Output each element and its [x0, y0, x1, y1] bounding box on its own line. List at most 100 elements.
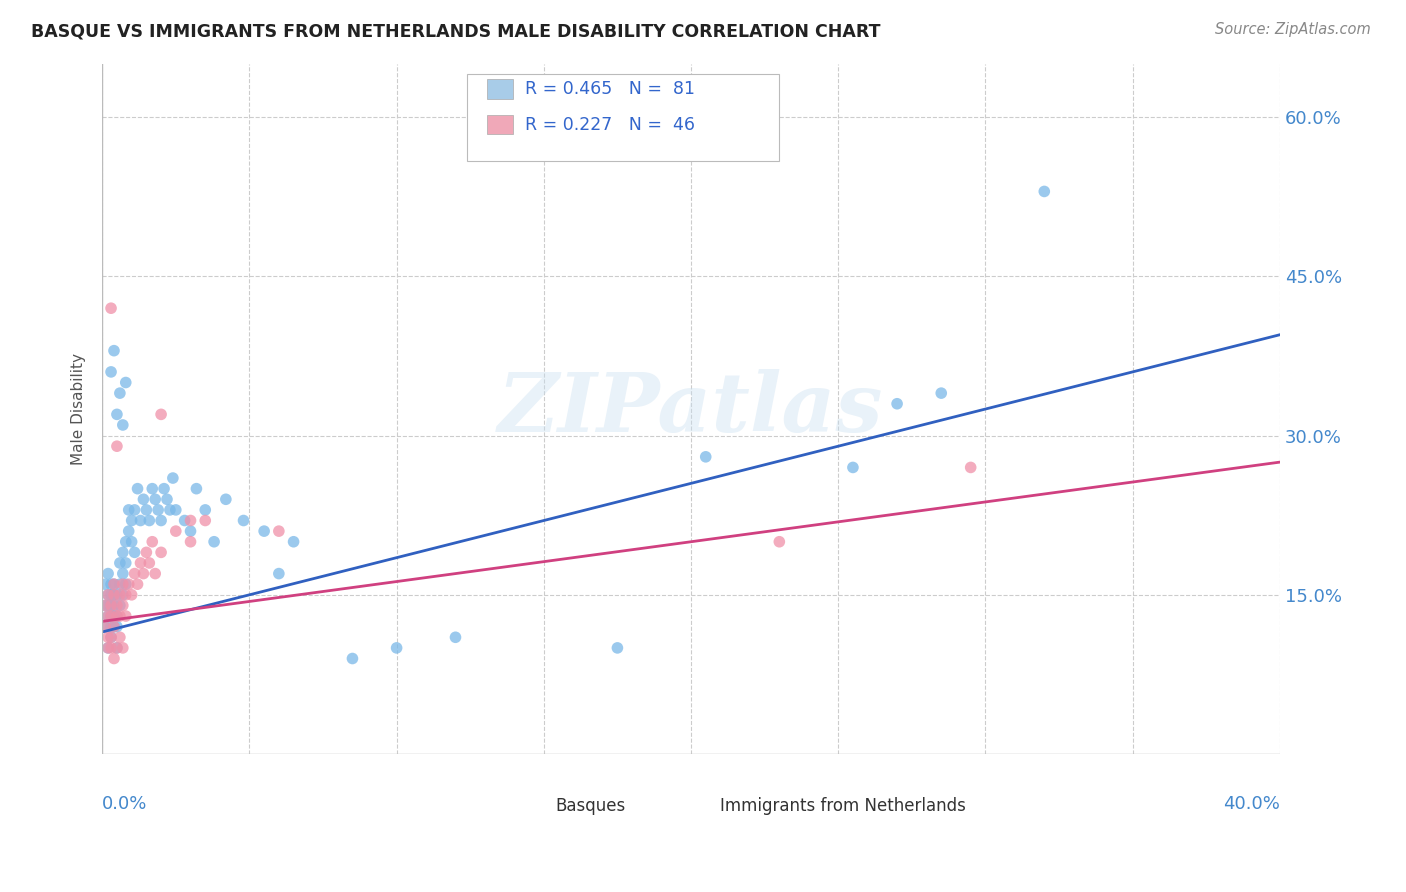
Point: [695, 450, 717, 464]
FancyBboxPatch shape: [488, 115, 513, 135]
Text: BASQUE VS IMMIGRANTS FROM NETHERLANDS MALE DISABILITY CORRELATION CHART: BASQUE VS IMMIGRANTS FROM NETHERLANDS MA…: [31, 22, 880, 40]
Point: [132, 492, 155, 507]
Point: [97, 588, 120, 602]
Point: [153, 482, 176, 496]
Point: [108, 588, 131, 602]
Point: [103, 577, 125, 591]
Point: [97, 609, 120, 624]
Point: [129, 514, 152, 528]
Point: [100, 577, 122, 591]
Point: [768, 534, 790, 549]
Point: [150, 408, 173, 422]
Point: [108, 577, 131, 591]
Point: [159, 503, 181, 517]
Text: Immigrants from Netherlands: Immigrants from Netherlands: [720, 797, 966, 814]
Point: [959, 460, 981, 475]
Point: [118, 503, 141, 517]
Point: [100, 301, 122, 316]
Point: [606, 640, 628, 655]
Point: [108, 386, 131, 401]
Point: [124, 566, 146, 581]
Text: R = 0.465   N =  81: R = 0.465 N = 81: [524, 80, 695, 98]
Point: [121, 534, 143, 549]
Point: [103, 609, 125, 624]
Point: [124, 545, 146, 559]
Point: [1033, 185, 1056, 199]
Point: [283, 534, 305, 549]
Point: [267, 566, 290, 581]
Point: [929, 386, 952, 401]
Point: [97, 609, 120, 624]
Point: [94, 577, 117, 591]
Point: [135, 503, 157, 517]
Point: [111, 566, 134, 581]
Point: [100, 599, 122, 613]
Point: [105, 640, 128, 655]
Text: Source: ZipAtlas.com: Source: ZipAtlas.com: [1215, 22, 1371, 37]
Point: [100, 599, 122, 613]
Point: [94, 599, 117, 613]
Point: [105, 599, 128, 613]
Point: [121, 588, 143, 602]
Point: [105, 439, 128, 453]
Point: [842, 460, 865, 475]
Point: [105, 588, 128, 602]
Point: [100, 620, 122, 634]
Point: [114, 556, 136, 570]
Point: [194, 514, 217, 528]
Point: [108, 599, 131, 613]
Point: [162, 471, 184, 485]
FancyBboxPatch shape: [467, 74, 779, 161]
Text: 0.0%: 0.0%: [103, 796, 148, 814]
Point: [114, 534, 136, 549]
Point: [444, 630, 467, 644]
Text: ZIPatlas: ZIPatlas: [498, 369, 884, 449]
Point: [114, 376, 136, 390]
Point: [103, 651, 125, 665]
Point: [118, 524, 141, 538]
Point: [100, 588, 122, 602]
Point: [108, 556, 131, 570]
Point: [141, 534, 163, 549]
Y-axis label: Male Disability: Male Disability: [72, 353, 86, 465]
Text: R = 0.227   N =  46: R = 0.227 N = 46: [524, 116, 695, 134]
Text: Basques: Basques: [555, 797, 626, 814]
Point: [215, 492, 238, 507]
Point: [124, 503, 146, 517]
Point: [138, 514, 160, 528]
Point: [173, 514, 195, 528]
Point: [103, 588, 125, 602]
Point: [118, 577, 141, 591]
Point: [132, 566, 155, 581]
Point: [94, 620, 117, 634]
Point: [114, 609, 136, 624]
Point: [253, 524, 276, 538]
Point: [105, 640, 128, 655]
Point: [103, 620, 125, 634]
Point: [108, 609, 131, 624]
Point: [129, 556, 152, 570]
Point: [156, 492, 179, 507]
Text: 40.0%: 40.0%: [1223, 796, 1279, 814]
Point: [100, 630, 122, 644]
Point: [105, 620, 128, 634]
Point: [141, 482, 163, 496]
Point: [103, 588, 125, 602]
Point: [103, 620, 125, 634]
Point: [121, 514, 143, 528]
Point: [232, 514, 254, 528]
Point: [150, 514, 173, 528]
Point: [165, 524, 187, 538]
Point: [146, 503, 169, 517]
Point: [150, 545, 173, 559]
Point: [94, 599, 117, 613]
Point: [108, 630, 131, 644]
Point: [267, 524, 290, 538]
Point: [100, 609, 122, 624]
Point: [97, 599, 120, 613]
Point: [180, 524, 202, 538]
Point: [111, 545, 134, 559]
Point: [97, 640, 120, 655]
Point: [186, 482, 208, 496]
Point: [111, 599, 134, 613]
